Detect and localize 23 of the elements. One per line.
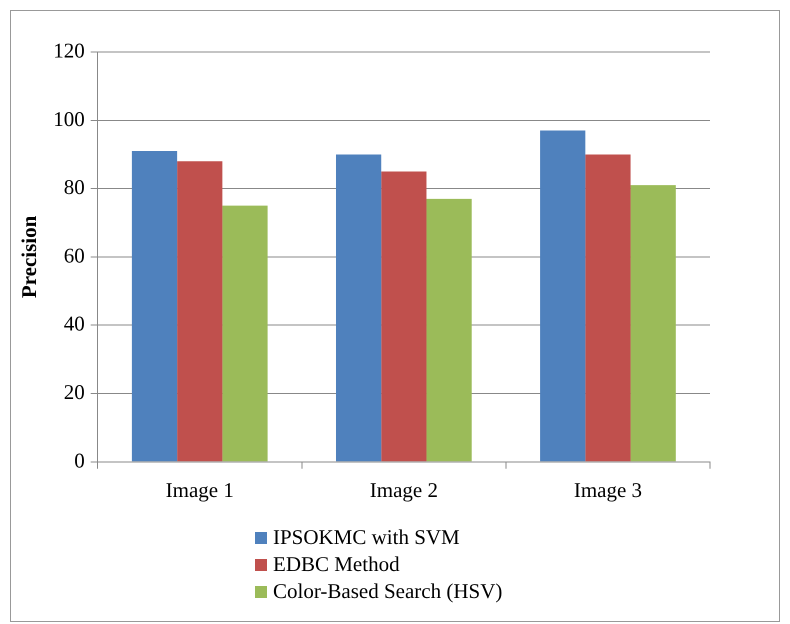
legend-label: Color-Based Search (HSV) [273,579,502,604]
bar [381,172,426,462]
x-tick-label: Image 2 [370,478,438,502]
x-tick-label: Image 3 [574,478,642,502]
y-tick-label: 0 [74,448,85,472]
y-tick-label: 20 [64,380,85,404]
y-tick-label: 120 [53,38,85,63]
y-tick-label: 100 [53,106,85,131]
y-tick-label: 40 [64,312,85,336]
y-tick-label: 60 [64,243,85,268]
bar [540,130,586,462]
y-tick-label: 80 [64,175,85,200]
y-axis-title: Precision [17,215,42,298]
bar [132,151,178,462]
bar [426,198,472,462]
legend-label: EDBC Method [273,552,400,577]
bar [585,154,631,462]
bar [222,206,268,462]
legend-label: IPSOKMC with SVM [273,525,460,550]
bar [177,161,222,462]
bar [630,185,676,462]
x-tick-label: Image 1 [166,478,234,502]
bar [336,154,382,462]
